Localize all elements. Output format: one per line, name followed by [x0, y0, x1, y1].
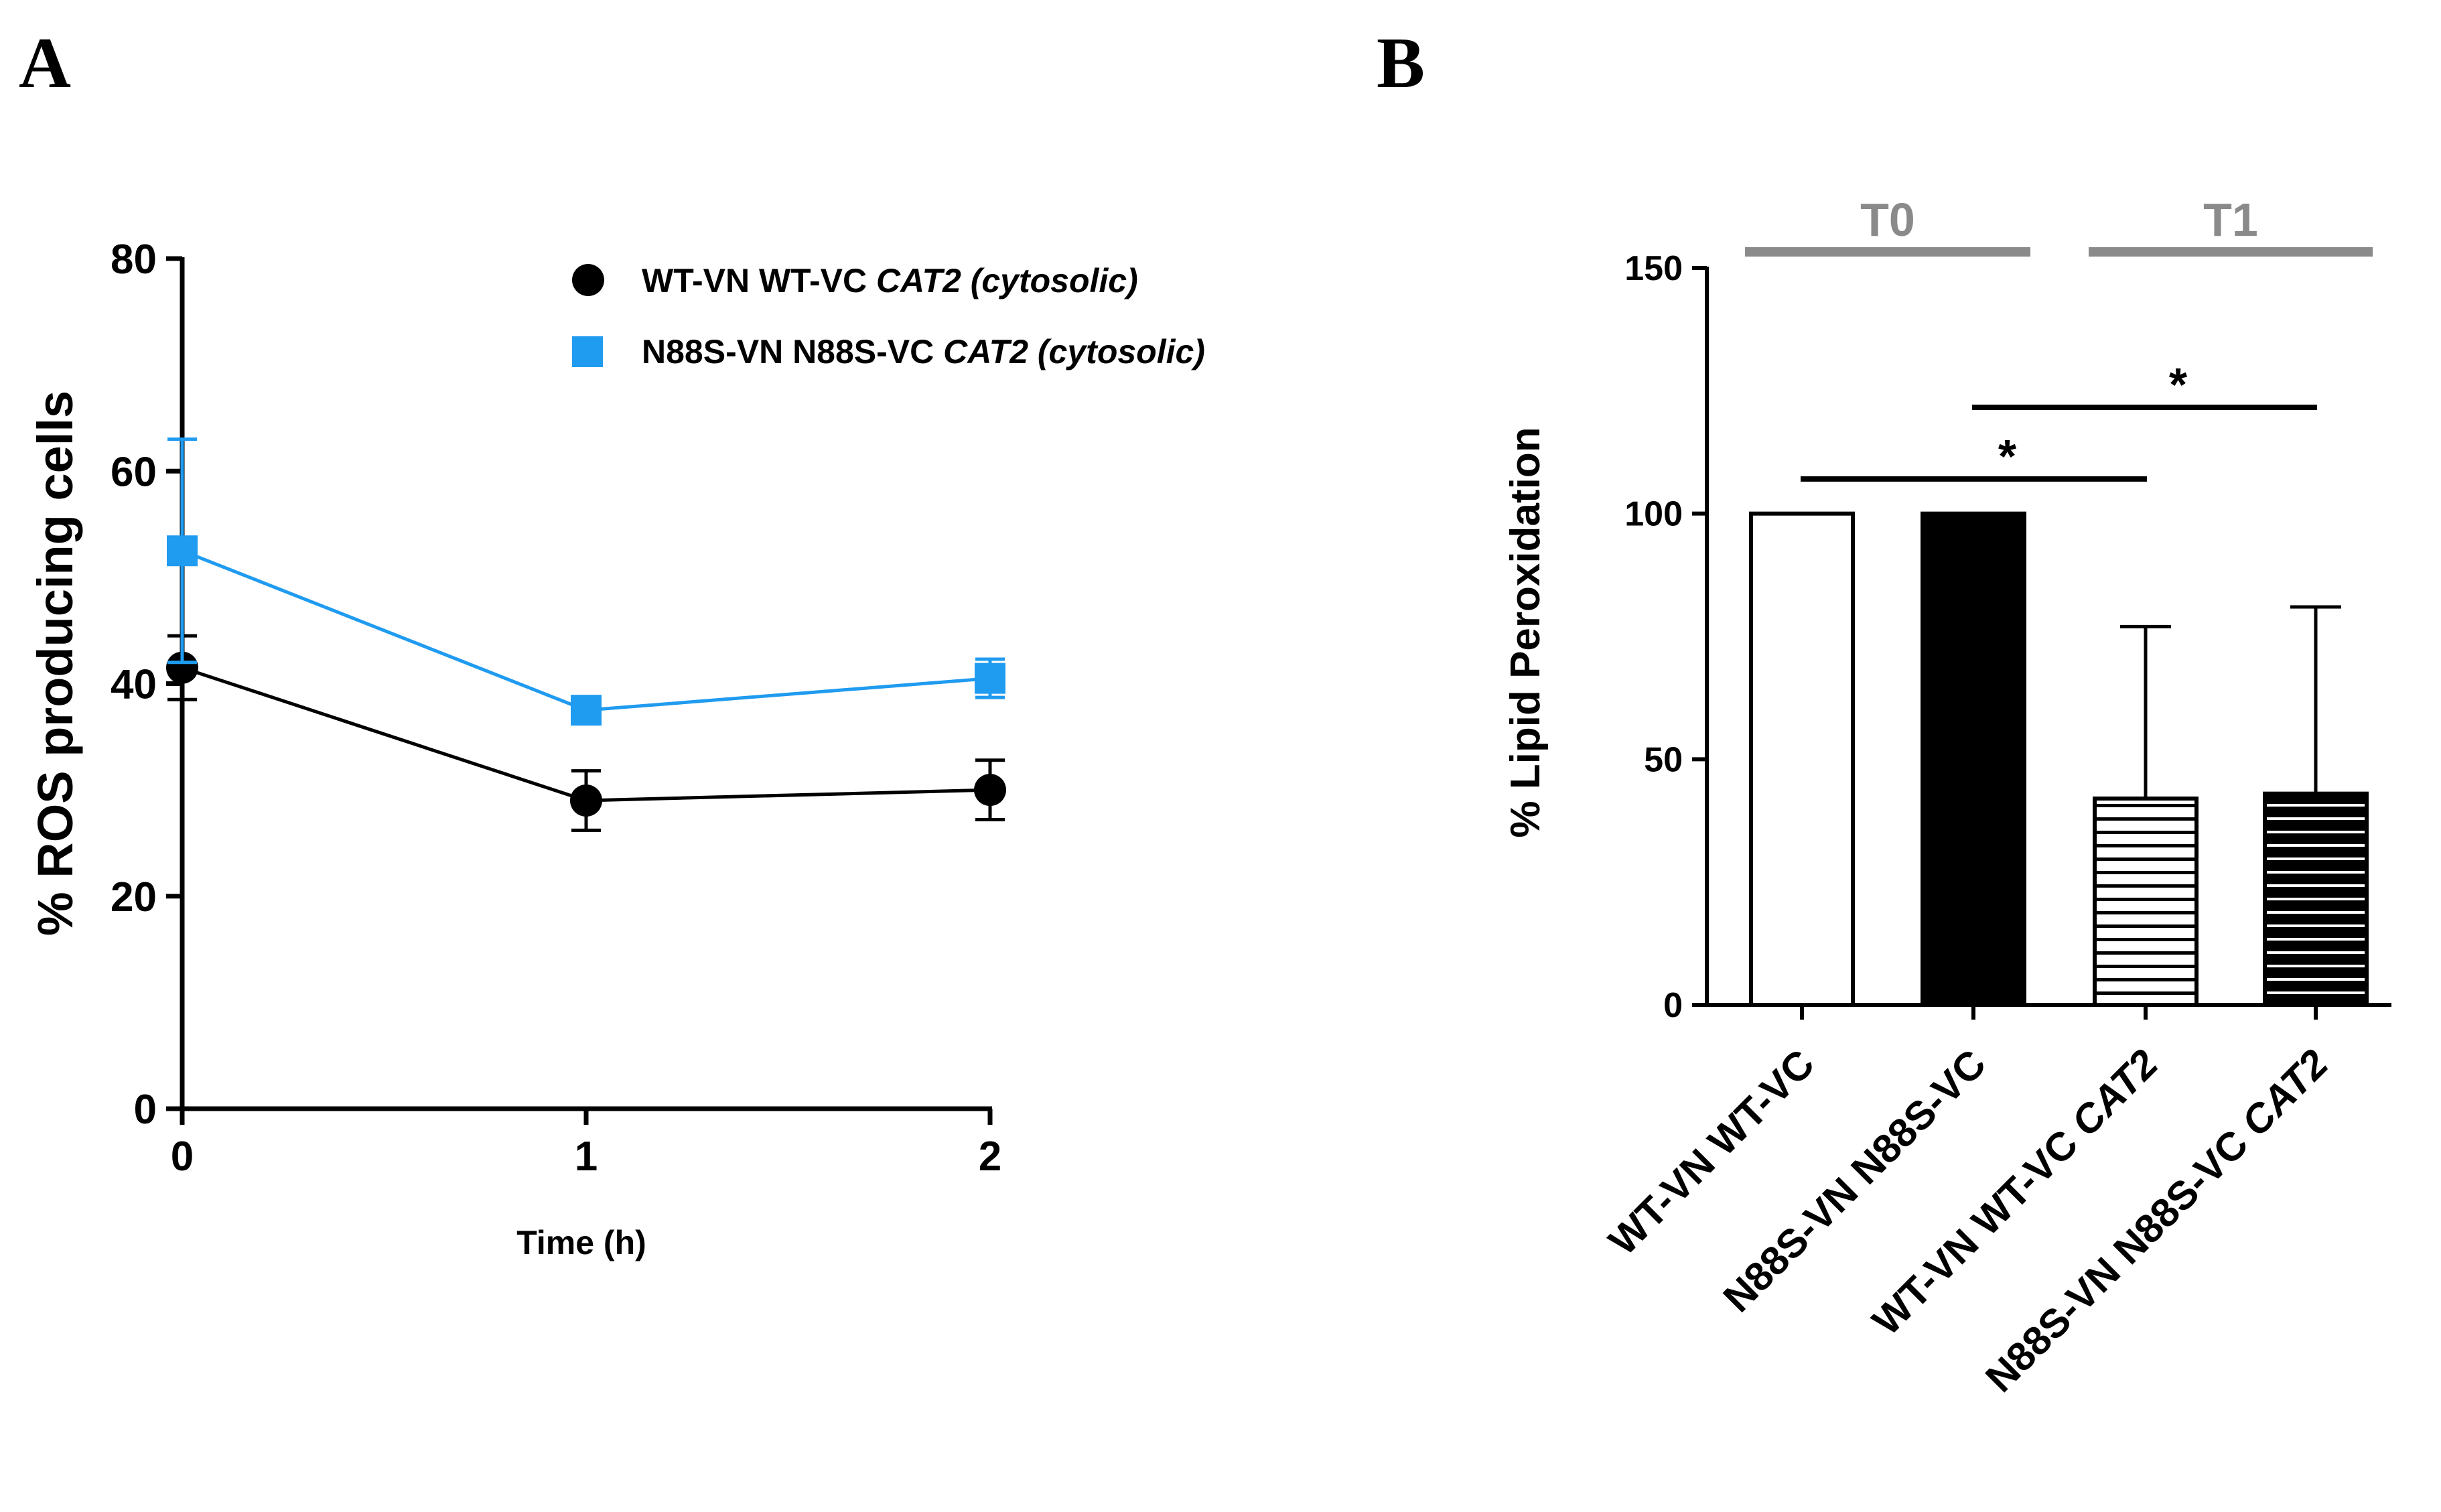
bar-chart-group-headers: T0 T1: [1745, 194, 2373, 257]
bar-4: [2263, 791, 2369, 1007]
x-tick-label: 1: [575, 1133, 598, 1180]
category-label-italic: CAT2: [2063, 1041, 2166, 1145]
panel-label-b: B: [1377, 23, 1425, 103]
significance-star: *: [1998, 430, 2017, 482]
svg-text:N88S-VN N88S-VC CAT2 (cytosoli: N88S-VN N88S-VC CAT2 (cytosolic): [642, 333, 1205, 370]
category-label-3: WT-VN WT-VC CAT2: [1864, 1041, 2166, 1344]
series-line: [182, 549, 991, 712]
bar-chart-significance: **: [1801, 358, 2317, 482]
data-point-square: [571, 695, 602, 726]
y-tick-label: 100: [1624, 495, 1683, 534]
y-tick-label: 0: [134, 1087, 157, 1133]
panel-label-a: A: [19, 23, 71, 103]
y-tick-label: 40: [111, 662, 157, 708]
y-tick-label: 0: [1663, 986, 1683, 1025]
legend-marker-square: [572, 336, 603, 367]
bar-2: [1921, 511, 2026, 1007]
bar-chart-y-axis-title: % Lipid Peroxidation: [1503, 427, 1549, 837]
category-label-4: N88S-VN N88S-VC CAT2: [1977, 1041, 2337, 1401]
svg-text:WT-VN WT-VC CAT2 (cytosolic): WT-VN WT-VC CAT2 (cytosolic): [642, 262, 1138, 299]
significance-star: *: [2169, 358, 2188, 411]
y-tick-label: 80: [111, 236, 157, 283]
y-tick-label: 50: [1644, 740, 1683, 779]
line-chart-y-axis-title: % ROS producing cells: [27, 391, 83, 936]
x-tick-label: 2: [979, 1133, 1001, 1180]
y-tick-label: 60: [111, 449, 157, 495]
y-tick-label: 150: [1624, 249, 1683, 288]
legend-marker-circle: [572, 264, 604, 296]
bar-3: [2093, 797, 2199, 1007]
category-label-italic: CAT2: [2233, 1041, 2337, 1145]
data-point-square: [975, 663, 1005, 694]
legend-label-series-1-italic: CAT2 (cytosolic): [876, 262, 1138, 299]
bar-chart-y-ticks: 0 50 100 150: [1624, 249, 1707, 1025]
line-chart-x-ticks: 0 1 2: [171, 1109, 1001, 1180]
legend-label-series-2-italic: CAT2 (cytosolic): [943, 333, 1205, 370]
series-1: [166, 634, 1006, 832]
line-chart-series: [166, 437, 1006, 832]
data-point-square: [167, 535, 198, 567]
data-point-circle: [974, 774, 1006, 807]
line-chart-axes: [180, 257, 992, 1111]
line-chart-y-ticks: 0 20 40 60 80: [111, 236, 182, 1133]
group-label-T0: T0: [1860, 194, 1915, 246]
line-chart-legend: WT-VN WT-VC CAT2 (cytosolic) N88S-VN N88…: [572, 262, 1205, 370]
legend-label-series-1: WT-VN WT-VC: [642, 262, 876, 299]
line-chart-x-axis-title: Time (h): [516, 1224, 646, 1261]
bar-1: [1749, 511, 1855, 1007]
data-point-circle: [166, 651, 198, 684]
legend-item-series-1: WT-VN WT-VC CAT2 (cytosolic): [572, 262, 1138, 299]
series-2: [167, 437, 1005, 726]
y-tick-label: 20: [111, 874, 157, 920]
x-tick-label: 0: [171, 1133, 194, 1180]
data-point-circle: [570, 784, 602, 817]
legend-item-series-2: N88S-VN N88S-VC CAT2 (cytosolic): [572, 333, 1205, 370]
line-chart: 0 20 40 60 80 0 1 2 % ROS producing cells Time…: [27, 236, 1205, 1261]
bar-chart-bars: [1749, 511, 2369, 1020]
group-label-T1: T1: [2203, 194, 2258, 246]
legend-label-series-2: N88S-VN N88S-VC: [642, 333, 943, 370]
